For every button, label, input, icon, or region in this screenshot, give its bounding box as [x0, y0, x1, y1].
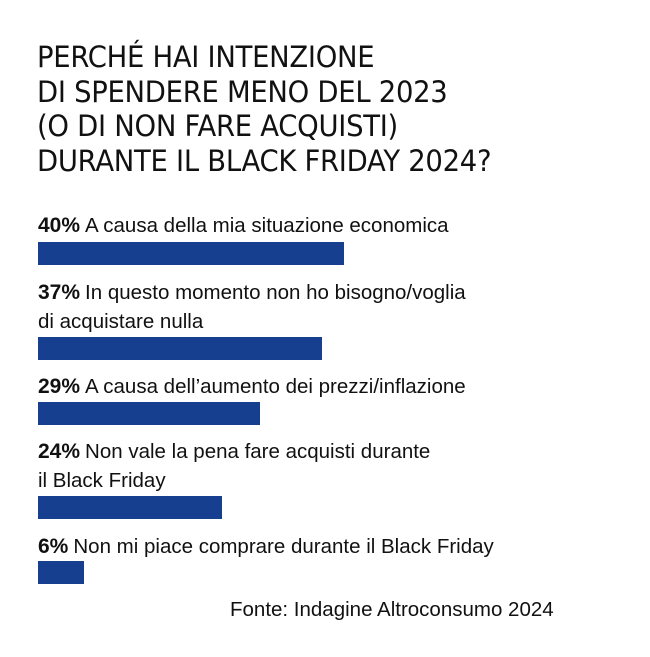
- bar-37: [38, 337, 322, 360]
- title-line: DI SPENDERE MENO DEL 2023: [37, 74, 448, 109]
- bar-label-29: 29% A causa dell’aumento dei prezzi/infla…: [38, 372, 618, 401]
- category-label: Non vale la pena fare acquisti durante: [85, 440, 431, 463]
- bar-label-6: 6% Non mi piace comprare durante il Black…: [38, 532, 618, 561]
- title-line: (O DI NON FARE ACQUISTI): [37, 109, 398, 143]
- bar-label-40: 40% A causa della mia situazione economic…: [38, 211, 618, 240]
- bar-40: [38, 242, 344, 265]
- bar-24: [38, 496, 222, 519]
- percentage: 37%: [38, 281, 81, 304]
- percentage: 40%: [38, 214, 81, 237]
- category-label-cont: di acquistare nulla: [38, 310, 204, 333]
- title-line: PERCHÉ HAI INTENZIONE: [37, 40, 375, 74]
- category-label: In questo momento non ho bisogno/voglia: [85, 281, 466, 304]
- bar-label-37: 37% In questo momento non ho bisogno/vogl…: [38, 278, 618, 336]
- category-label: A causa della mia situazione economica: [85, 214, 449, 237]
- category-label: Non mi piace comprare durante il Black F…: [73, 535, 494, 558]
- source-note: Fonte: Indagine Altroconsumo 2024: [230, 598, 554, 621]
- bar-6: [38, 561, 84, 584]
- bar-label-24: 24% Non vale la pena fare acquisti durant…: [38, 437, 618, 495]
- category-label: A causa dell’aumento dei prezzi/inflazio…: [85, 375, 466, 398]
- chart-title: PERCHÉ HAI INTENZIONE DI SPENDERE MENO D…: [37, 40, 595, 178]
- category-label-cont: il Black Friday: [38, 469, 166, 492]
- percentage: 24%: [38, 440, 81, 463]
- percentage: 6%: [38, 535, 69, 558]
- title-line: DURANTE IL BLACK FRIDAY 2024?: [37, 143, 492, 178]
- bar-29: [38, 402, 260, 425]
- percentage: 29%: [38, 375, 81, 398]
